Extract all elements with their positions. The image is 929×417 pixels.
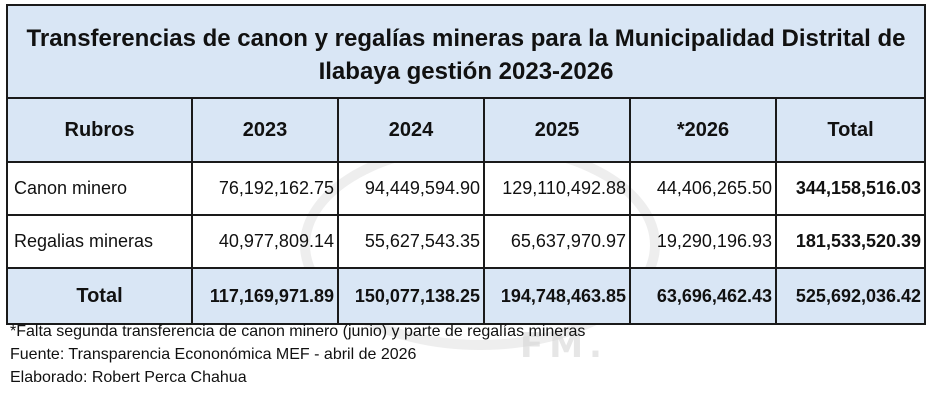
footnotes: *Falta segunda transferencia de canon mi… <box>10 320 585 389</box>
cell-value: 55,627,543.35 <box>337 214 485 269</box>
row-label: Canon minero <box>6 161 193 216</box>
totals-label: Total <box>6 267 193 325</box>
cell-value: 65,637,970.97 <box>483 214 631 269</box>
cell-value: 40,977,809.14 <box>191 214 339 269</box>
footnote-author: Elaborado: Robert Perca Chahua <box>10 369 247 386</box>
table-row: Canon minero 76,192,162.75 94,449,594.90… <box>6 161 927 216</box>
header-row: Rubros 2023 2024 2025 *2026 Total <box>6 97 927 163</box>
row-total: 181,533,520.39 <box>774 214 927 269</box>
cell-value: 44,406,265.50 <box>629 161 777 216</box>
cell-value: 129,110,492.88 <box>483 161 631 216</box>
header-2025: 2025 <box>483 97 631 163</box>
grand-total: 525,692,036.42 <box>774 267 927 325</box>
table-title: Transferencias de canon y regalías miner… <box>26 24 906 85</box>
total-2024: 150,077,138.25 <box>337 267 485 325</box>
footnote-source: Fuente: Transparencia Econonómica MEF - … <box>10 346 417 363</box>
cell-value: 94,449,594.90 <box>337 161 485 216</box>
row-total: 344,158,516.03 <box>774 161 927 216</box>
table-title-cell: Transferencias de canon y regalías miner… <box>5 4 927 99</box>
header-2026: *2026 <box>629 97 777 163</box>
header-2024: 2024 <box>337 97 485 163</box>
total-2026: 63,696,462.43 <box>629 267 777 325</box>
total-2023: 117,169,971.89 <box>191 267 339 325</box>
footnote-missing-transfer: *Falta segunda transferencia de canon mi… <box>10 323 586 340</box>
cell-value: 76,192,162.75 <box>191 161 339 216</box>
header-total: Total <box>774 97 927 163</box>
header-rubros: Rubros <box>6 97 193 163</box>
totals-row: Total 117,169,971.89 150,077,138.25 194,… <box>6 267 927 325</box>
transfers-table: Transferencias de canon y regalías miner… <box>5 4 927 325</box>
row-label: Regalias mineras <box>6 214 193 269</box>
header-2023: 2023 <box>191 97 339 163</box>
total-2025: 194,748,463.85 <box>483 267 631 325</box>
cell-value: 19,290,196.93 <box>629 214 777 269</box>
table-row: Regalias mineras 40,977,809.14 55,627,54… <box>6 214 927 269</box>
